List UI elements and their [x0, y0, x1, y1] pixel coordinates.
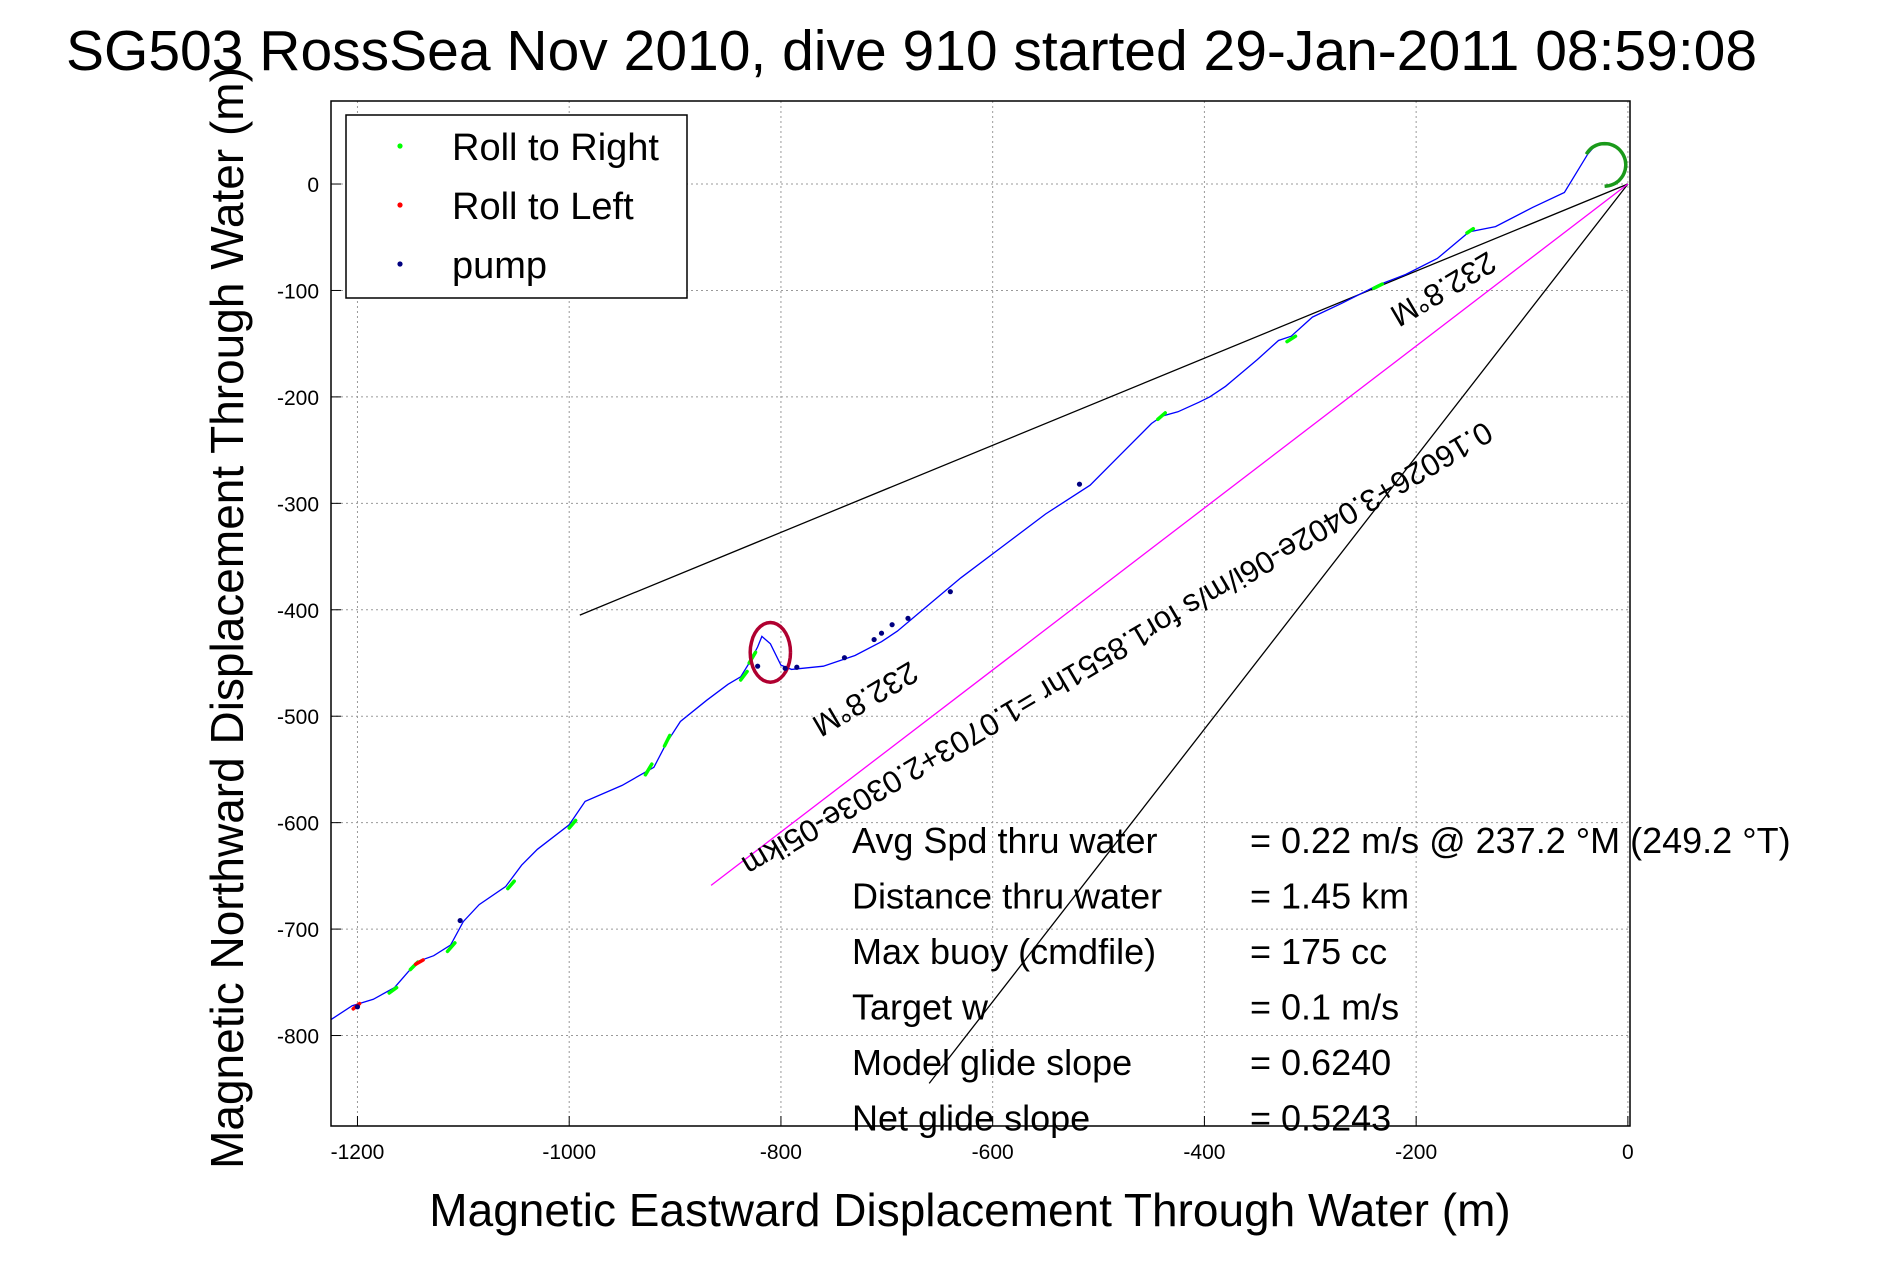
stat-label: Net glide slope: [852, 1098, 1090, 1139]
roll-left-marks: [413, 958, 425, 966]
legend-marker: [397, 202, 403, 208]
pump-point: [794, 664, 800, 670]
dive-track-line: [330, 146, 1595, 1021]
pump-point: [457, 917, 463, 924]
pump-point: [871, 636, 877, 643]
y-tick-label: -800: [277, 1026, 319, 1049]
roll-right-marks: [662, 733, 672, 748]
pump-point: [878, 630, 885, 636]
x-tick-label: 0: [1622, 1141, 1634, 1164]
y-tick-label: -100: [277, 280, 319, 303]
x-tick-label: -200: [1395, 1141, 1437, 1164]
course-speed-label: 0.16026+3.0402e-06i/m/s for1.8551hr =1.0…: [736, 415, 1499, 884]
stat-label: Target w: [852, 987, 989, 1028]
stat-value: = 175 cc: [1250, 931, 1387, 972]
y-tick-label: 0: [307, 174, 319, 197]
roll-right-marks: [1285, 334, 1298, 344]
course-line: [710, 183, 1629, 886]
stat-label: Distance thru water: [852, 876, 1162, 917]
pump-point: [354, 1004, 361, 1010]
legend-marker: [397, 261, 403, 267]
y-tick-label: -400: [277, 600, 319, 623]
stat-label: Model glide slope: [852, 1042, 1132, 1083]
roll-right-marks: [738, 669, 749, 682]
x-tick-label: -800: [760, 1141, 802, 1164]
pump-point: [1076, 481, 1083, 487]
rotated-course-labels: 0.16026+3.0402e-06i/m/s for1.8551hr =1.0…: [736, 245, 1502, 884]
y-tick-label: -300: [277, 493, 319, 516]
pump-point: [841, 655, 848, 661]
x-axis-label: Magnetic Eastward Displacement Through W…: [429, 1184, 1510, 1236]
y-tick-label: -500: [277, 706, 319, 729]
roll-right-arc: [1584, 141, 1628, 188]
roll-right-marks: [506, 879, 516, 891]
pump-point: [889, 622, 895, 628]
stats-panel: Avg Spd thru water = 0.22 m/s @ 237.2 °M …: [852, 820, 1791, 1139]
stat-value: = 1.45 km: [1250, 876, 1409, 917]
pump-point: [905, 615, 911, 621]
heading-label: 232.8°M: [1385, 245, 1503, 334]
legend-label: pump: [452, 245, 547, 287]
legend-label: Roll to Right: [452, 127, 659, 169]
roll-right-marks: [567, 818, 578, 830]
waypoint-line: [928, 183, 1629, 1084]
pump-point: [947, 589, 953, 595]
legend-marker: [397, 143, 403, 149]
roll-right-marks: [1465, 226, 1476, 235]
ticks: -1200 -1000 -800 -600 -400 -200 0 0 -100 -200 -300…: [277, 174, 1634, 1164]
y-tick-label: -700: [277, 919, 319, 942]
stat-label: Max buoy (cmdfile): [852, 931, 1156, 972]
legend: Roll to Right Roll to Left pump: [345, 114, 688, 299]
stat-value: = 0.1 m/s: [1250, 987, 1399, 1028]
stat-value: = 0.22 m/s @ 237.2 °M (249.2 °T): [1250, 820, 1791, 861]
x-tick-label: -400: [1183, 1141, 1225, 1164]
heading-label: 232.8°M: [807, 655, 925, 744]
x-tick-label: -600: [972, 1141, 1014, 1164]
y-axis-label: Magnetic Northward Displacement Through …: [201, 67, 253, 1169]
legend-label: Roll to Left: [452, 186, 634, 228]
x-tick-label: -1200: [331, 1141, 385, 1164]
y-tick-label: -200: [277, 387, 319, 410]
pump-point: [782, 665, 788, 671]
roll-right-marks: [387, 985, 399, 995]
roll-left-loop: [748, 620, 793, 684]
stat-value: = 0.5243: [1250, 1098, 1391, 1139]
data-layer: [330, 141, 1628, 1021]
chart-title: SG503 RossSea Nov 2010, dive 910 started…: [66, 19, 1757, 83]
roll-right-marks: [1156, 411, 1167, 422]
roll-right-marks: [1372, 282, 1385, 291]
waypoint-line: [579, 183, 1629, 616]
roll-right-marks: [643, 762, 654, 777]
legend-box: [345, 114, 688, 299]
y-tick-label: -600: [277, 813, 319, 836]
plot-area-frame: [330, 100, 1631, 1127]
stat-value: = 0.6240: [1250, 1042, 1391, 1083]
roll-right-marks: [445, 941, 457, 954]
reference-lines: [579, 183, 1629, 1084]
stat-label: Avg Spd thru water: [852, 820, 1158, 861]
x-tick-label: -1000: [542, 1141, 596, 1164]
pump-point: [755, 663, 761, 669]
